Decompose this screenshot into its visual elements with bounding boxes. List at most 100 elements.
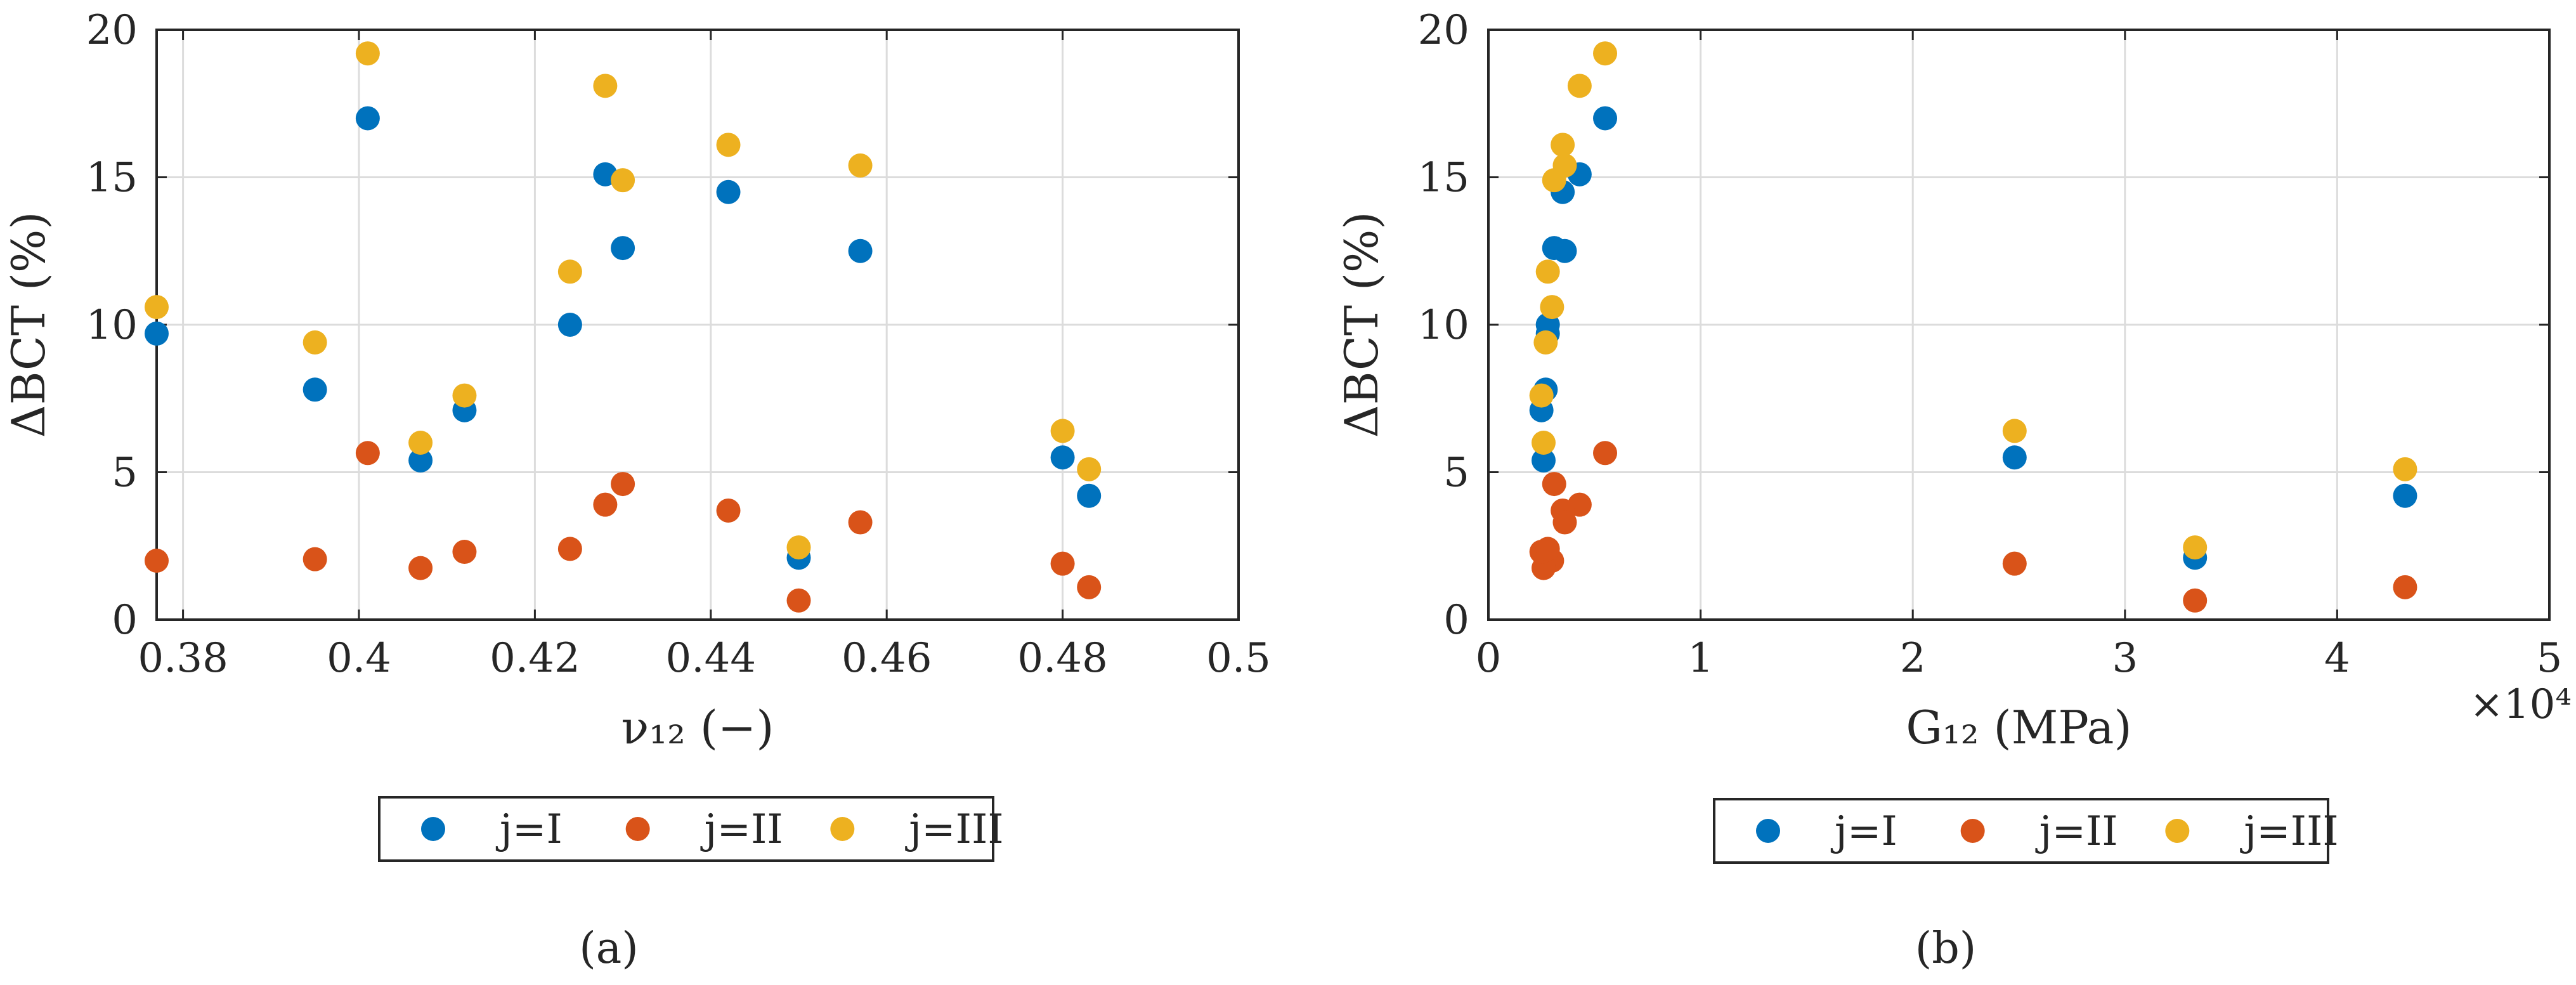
panel-a-ytick-label-0: 0 [112,597,138,644]
panel-a-point-series3-3 [408,431,433,455]
panel-b-ylabel: ΔBCT (%) [1335,212,1388,438]
panel-b-ytick-label-4: 20 [1418,7,1469,54]
panel-b-point-series3-11 [2002,419,2027,443]
panel-a-point-series2-3 [408,556,433,580]
panel-b-point-series3-5 [1535,259,1560,284]
panel-a-xlabel: ν₁₂ (−) [621,701,774,754]
panel-a-point-series1-1 [302,377,327,402]
panel-b-xlabel: G₁₂ (MPa) [1906,701,2131,754]
panel-b-point-series2-7 [1542,472,1566,497]
panel-b-point-series1-3 [1531,448,1556,473]
panel-b-point-series3-0 [1540,295,1564,320]
panel-a-legend-label-2: j=II [700,806,783,853]
panel-b-legend-marker-3 [2165,819,2190,843]
panel-a-point-series1-11 [1050,445,1075,470]
panel-a-point-series3-11 [1050,419,1075,443]
panel-b-x-exponent: ×10⁴ [2469,681,2572,728]
panel-a-point-series2-1 [302,547,327,571]
panel-b-ytick-label-0: 0 [1443,597,1469,644]
panel-a-ytick-label-3: 15 [86,155,138,202]
panel-a-point-series1-2 [355,106,380,131]
panel-a-chart: 0.38 0.4 0.42 0.44 0.46 0.48 0.5 0 5 10 15 20 ν₁₂ (−… [2,7,1271,862]
panel-a-point-series1-10 [848,238,873,263]
panel-b-legend-marker-1 [1756,819,1780,843]
panel-a-point-series1-8 [716,179,741,204]
panel-a-point-series2-5 [557,537,582,561]
panel-b-ytick-label-1: 5 [1443,450,1469,497]
panel-b-point-series1-11 [2002,445,2027,470]
panel-b-legend-label-1: j=I [1830,808,1897,855]
panel-a-point-series2-0 [145,549,169,573]
panel-a-point-series2-8 [716,498,741,523]
panel-b-point-series2-11 [2002,551,2027,576]
panel-a-point-series1-7 [611,236,635,261]
panel-a-ylabel: ΔBCT (%) [2,212,55,438]
panel-b-xtick-label-5: 5 [2537,635,2563,682]
panel-a-point-series3-9 [786,535,811,560]
panel-a-point-series2-12 [1077,575,1102,599]
panel-b-point-series2-9 [2183,588,2208,613]
panel-a-point-series2-9 [786,588,811,613]
panel-b-point-series3-9 [2183,535,2208,560]
panel-b-legend-box [1713,798,2329,864]
panel-a-legend-marker-3 [830,817,855,841]
panel-a-legend-label-1: j=I [495,806,563,853]
panel-b-point-series1-12 [2393,483,2417,508]
panel-b-legend-label-2: j=II [2035,808,2118,855]
panel-a-point-series1-12 [1077,483,1102,508]
panel-label-a: (a) [579,923,639,974]
panel-a-xtick-label-3: 0.44 [666,635,757,682]
panel-a-ytick-label-4: 20 [86,7,138,54]
panel-b-xtick-label-4: 4 [2324,635,2350,682]
panel-a-xtick-label-0: 0.38 [138,635,228,682]
panel-b-point-series3-8 [1551,133,1575,157]
panel-a-point-series2-4 [452,540,477,564]
panel-a-point-series1-3 [408,448,433,473]
panel-a-point-series3-1 [302,330,327,355]
panel-a-point-series3-4 [452,383,477,408]
panel-a-xtick-label-6: 0.5 [1206,635,1271,682]
panel-a-point-series2-2 [355,441,380,466]
panel-b-chart: 0 1 2 3 4 5 0 5 10 15 20 G₁₂ (MPa) ΔBCT (%) ×10⁴ j=I j=… [1335,7,2572,864]
panel-a-point-series2-11 [1050,551,1075,576]
panel-b-point-series3-6 [1567,74,1592,98]
panel-a-point-series2-6 [593,492,618,517]
panel-a-ytick-label-2: 10 [86,302,138,349]
panel-b-point-series3-1 [1533,330,1558,355]
panel-b-legend-label-3: j=III [2239,808,2338,855]
panel-a-point-series3-10 [848,153,873,178]
panel-a-point-series3-0 [145,295,169,320]
panel-a-legend-marker-2 [625,817,650,841]
panel-a-point-series3-8 [716,133,741,157]
panel-b-xtick-label-2: 2 [1900,635,1926,682]
panel-b-point-series3-3 [1531,431,1556,455]
panel-a-point-series1-0 [145,321,169,346]
panel-b-legend-marker-2 [1960,819,1985,843]
panel-b-point-series3-10 [1552,153,1577,178]
panel-a-legend-label-3: j=III [904,806,1003,853]
panel-b-xtick-label-0: 0 [1476,635,1502,682]
panel-b-point-series3-4 [1529,383,1554,408]
panel-b-point-series2-12 [2393,575,2417,599]
panel-b-point-series3-12 [2393,457,2417,481]
panel-a-point-series1-5 [557,313,582,337]
panel-a-ytick-label-1: 5 [112,450,138,497]
panel-b-ytick-label-2: 10 [1418,302,1469,349]
panel-a-point-series3-7 [611,168,635,193]
panel-a-xtick-label-2: 0.42 [490,635,580,682]
panel-a-point-series2-7 [611,472,635,497]
panel-a-legend-marker-1 [421,817,445,841]
panel-b-point-series2-5 [1535,537,1560,561]
panel-a-point-series3-2 [355,41,380,66]
panel-b-xtick-label-3: 3 [2112,635,2138,682]
panel-a-point-series2-10 [848,510,873,535]
panel-a-point-series3-6 [593,74,618,98]
panel-a-xtick-label-4: 0.46 [842,635,932,682]
panel-a-point-series3-5 [557,259,582,284]
panel-b-point-series3-2 [1593,41,1618,66]
panel-b-xtick-label-1: 1 [1688,635,1714,682]
panel-b-point-series2-10 [1552,510,1577,535]
panel-a-point-series3-12 [1077,457,1102,481]
panel-label-b: (b) [1915,923,1977,974]
